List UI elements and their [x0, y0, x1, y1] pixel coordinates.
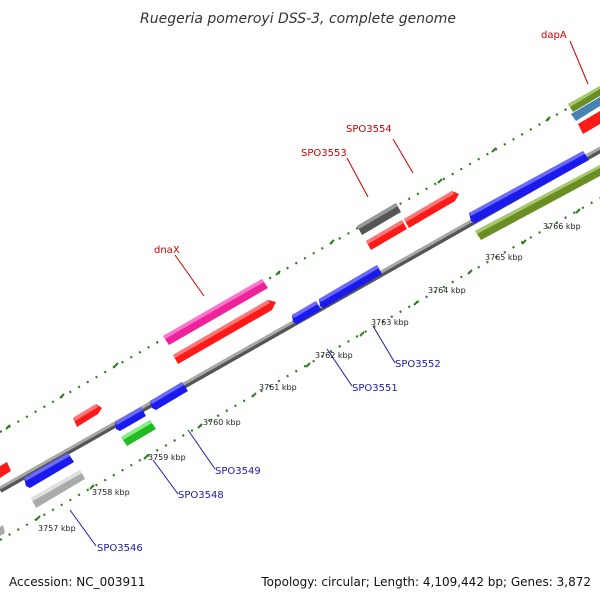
- label-spo3546: SPO3546: [97, 543, 143, 554]
- label-dnaX: dnaX: [154, 245, 180, 256]
- gene-spo3551-blue: [292, 301, 321, 324]
- gene-olive-right: [475, 165, 600, 240]
- gene-spo3546-blue: [24, 453, 74, 488]
- tick-label-3760: 3760 kbp: [203, 418, 241, 427]
- gene-spo3548-green: [121, 420, 156, 446]
- gene-spo3553-gray: [357, 203, 401, 235]
- gene-spo3553-red: [366, 220, 407, 250]
- gene-dapA-olive: [568, 86, 600, 112]
- gene-spo3546-lightgray: [31, 470, 85, 508]
- label-spo3553: SPO3553: [301, 148, 347, 159]
- footer-summary: Topology: circular; Length: 4,109,442 bp…: [260, 575, 591, 589]
- gene-red-edge-left: [0, 462, 11, 478]
- gene-red-small-left: [73, 404, 102, 427]
- leader-lines: [69, 40, 589, 547]
- tick-label-3761: 3761 kbp: [259, 383, 297, 392]
- tick-label-3763: 3763 kbp: [371, 318, 409, 327]
- gene-blue-right: [469, 151, 589, 223]
- tick-label-3766: 3766 kbp: [543, 222, 581, 231]
- map-title: Ruegeria pomeroyi DSS-3, complete genome: [140, 11, 456, 27]
- gene-spo3552-blue: [319, 265, 382, 308]
- footer-accession: Accession: NC_003911: [9, 575, 145, 589]
- tick-label-3758: 3758 kbp: [92, 488, 130, 497]
- gene-spo3554-red: [404, 191, 459, 228]
- gene-spo3548-blue: [115, 407, 146, 431]
- gene-edge-lower-left: [0, 525, 5, 536]
- label-spo3552: SPO3552: [395, 359, 441, 370]
- label-spo3549: SPO3549: [215, 466, 261, 477]
- gene-spo3549-blue: [150, 382, 188, 410]
- gene-dapA-red: [578, 111, 600, 134]
- gene-dapA-steelblue: [571, 97, 600, 121]
- label-spo3554: SPO3554: [346, 124, 392, 135]
- gene-dnaX-red: [173, 300, 276, 364]
- label-dapA: dapA: [541, 30, 567, 41]
- tick-label-3762: 3762 kbp: [315, 351, 353, 360]
- label-spo3548: SPO3548: [178, 490, 224, 501]
- tick-label-3765: 3765 kbp: [485, 253, 523, 262]
- label-spo3551: SPO3551: [352, 383, 398, 394]
- tick-label-3757: 3757 kbp: [38, 524, 76, 533]
- gene-dnaX-pink: [163, 279, 268, 345]
- tick-label-3764: 3764 kbp: [428, 286, 466, 295]
- inner-ring-major-ticks: [35, 208, 581, 521]
- tick-label-3759: 3759 kbp: [148, 453, 186, 462]
